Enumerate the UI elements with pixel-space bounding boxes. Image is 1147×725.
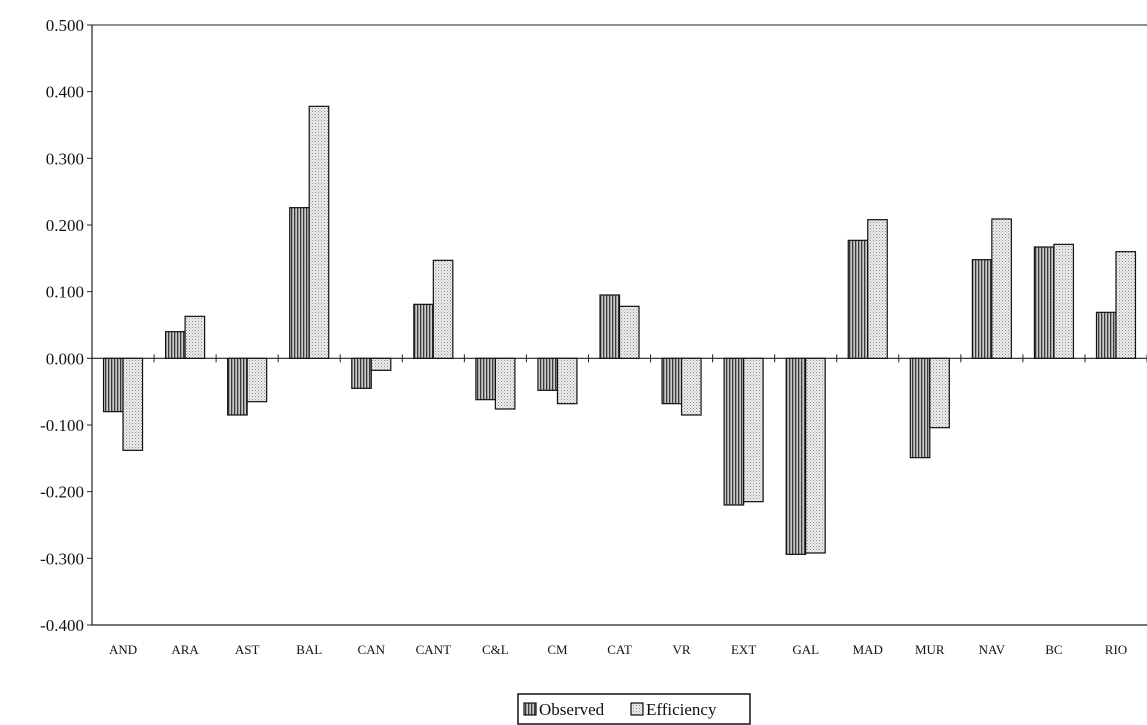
x-tick-label: CAN [358,642,386,657]
bar-efficiency-cat [618,305,640,359]
bar-efficiency-and [122,357,144,451]
x-tick-label: GAL [792,642,819,657]
y-tick-label: 0.400 [46,83,84,102]
bar-efficiency-nav [991,218,1012,359]
bar-efficiency-mur [929,357,950,429]
x-tick-label: EXT [731,642,756,657]
x-tick-label: ARA [171,642,199,657]
x-tick-label: AST [235,642,260,657]
bar-observed-bc [1033,246,1055,359]
x-tick-label: C&L [482,642,509,657]
x-tick-label: CAT [607,642,632,657]
bar-efficiency-rio [1115,251,1137,359]
bar-observed-cant [413,303,434,359]
bar-observed-vr [661,357,683,405]
x-tick-label: RIO [1105,642,1127,657]
bar-efficiency-ext [743,357,764,503]
bar-efficiency-cant [432,259,454,359]
x-tick-label: NAV [979,642,1006,657]
bar-observed-rio [1095,311,1117,359]
x-tick-label: CANT [416,642,451,657]
bar-efficiency-ast [246,357,268,403]
y-tick-label: 0.200 [46,216,84,235]
bar-observed-cat [599,294,621,359]
bar-observed-cl [475,357,496,401]
bar-observed-and [102,357,124,413]
bar-efficiency-bc [1053,243,1075,359]
x-tick-label: MAD [853,642,883,657]
legend: Observed Efficiency [517,693,751,725]
bar-observed-mur [909,357,931,459]
y-tick-label: 0.000 [46,349,84,368]
y-tick-label: -0.300 [40,549,84,568]
y-tick-label: -0.200 [40,483,84,502]
plot-area: 0.500 0.400 0.300 0.200 0.100 0.000 -0.100 -0.2… [40,16,1147,657]
bar-observed-can [351,357,372,389]
bar-efficiency-can [370,357,392,371]
bar-observed-gal [785,357,807,555]
bar-efficiency-ara [184,315,206,359]
x-tick-label: BAL [296,642,322,657]
legend-label-observed: Observed [539,700,605,719]
legend-label-efficiency: Efficiency [646,700,717,719]
bar-efficiency-cm [556,357,578,405]
y-tick-label: 0.100 [46,283,84,302]
bar-observed-mad [847,239,869,359]
bar-observed-nav [971,259,993,359]
bar-observed-bal [289,207,310,359]
bar-efficiency-cl [494,357,516,410]
bar-efficiency-mad [867,219,888,359]
bar-observed-ast [227,357,248,416]
bar-efficiency-bal [308,105,330,359]
bar-efficiency-vr [680,357,702,416]
y-tick-label: -0.400 [40,616,84,635]
y-tick-label: 0.500 [46,16,84,35]
legend-swatch-observed [523,702,537,716]
x-tick-label: CM [547,642,568,657]
x-tick-label: VR [673,642,691,657]
x-tick-label: MUR [915,642,945,657]
bar-efficiency-gal [805,357,826,554]
bar-observed-ext [723,357,745,506]
y-tick-label: -0.100 [40,416,84,435]
x-tick-label: AND [109,642,137,657]
y-tick-label: 0.300 [46,149,84,168]
x-tick-label: BC [1045,642,1062,657]
bar-observed-cm [537,357,559,391]
legend-swatch-efficiency [630,702,644,716]
bar-observed-ara [164,331,186,359]
